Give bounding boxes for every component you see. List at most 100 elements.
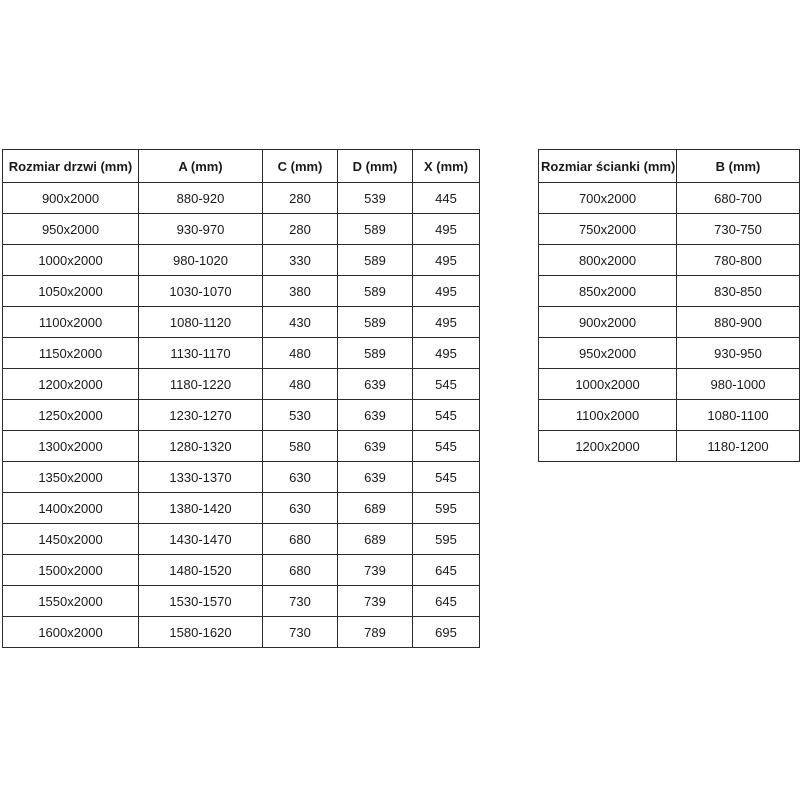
table-cell: 1600x2000 xyxy=(2,616,139,648)
table-cell: 639 xyxy=(337,461,413,493)
table-cell: 1250x2000 xyxy=(2,399,139,431)
table-cell: 545 xyxy=(412,461,480,493)
table-cell: 495 xyxy=(412,244,480,276)
table-cell: 1000x2000 xyxy=(538,368,677,400)
table-row: 1250x2000 1230-1270 530 639 545 xyxy=(2,399,480,431)
table-row: 1200x2000 1180-1220 480 639 545 xyxy=(2,368,480,400)
table-row: 1150x2000 1130-1170 480 589 495 xyxy=(2,337,480,369)
table-cell: 495 xyxy=(412,337,480,369)
table-cell: 850x2000 xyxy=(538,275,677,307)
table-cell: 380 xyxy=(262,275,338,307)
table-cell: 689 xyxy=(337,492,413,524)
table-row: 1350x2000 1330-1370 630 639 545 xyxy=(2,461,480,493)
table-cell: 580 xyxy=(262,430,338,462)
table-cell: 1100x2000 xyxy=(2,306,139,338)
table-cell: 1350x2000 xyxy=(2,461,139,493)
table-cell: 630 xyxy=(262,461,338,493)
table-cell: 880-900 xyxy=(676,306,800,338)
table-cell: 280 xyxy=(262,213,338,245)
table-cell: 589 xyxy=(337,275,413,307)
table-row: 900x2000 880-900 xyxy=(538,306,800,338)
table-cell: 1000x2000 xyxy=(2,244,139,276)
table-cell: 630 xyxy=(262,492,338,524)
table-row: 800x2000 780-800 xyxy=(538,244,800,276)
table-cell: 1230-1270 xyxy=(138,399,263,431)
header-row: Rozmiar ścianki (mm) B (mm) xyxy=(538,149,800,183)
table-cell: 1500x2000 xyxy=(2,554,139,586)
table-cell: 530 xyxy=(262,399,338,431)
table-cell: 1400x2000 xyxy=(2,492,139,524)
table-cell: 480 xyxy=(262,368,338,400)
table-cell: 595 xyxy=(412,523,480,555)
table-cell: 430 xyxy=(262,306,338,338)
table-cell: 680 xyxy=(262,554,338,586)
table-cell: 595 xyxy=(412,492,480,524)
table-row: 1050x2000 1030-1070 380 589 495 xyxy=(2,275,480,307)
table-cell: 950x2000 xyxy=(2,213,139,245)
table-cell: 950x2000 xyxy=(538,337,677,369)
table-cell: 1050x2000 xyxy=(2,275,139,307)
table-cell: 639 xyxy=(337,430,413,462)
table-cell: 739 xyxy=(337,554,413,586)
table-cell: 800x2000 xyxy=(538,244,677,276)
wall-sizes-table: Rozmiar ścianki (mm) B (mm) 700x2000 680-70… xyxy=(538,149,800,462)
table-cell: 700x2000 xyxy=(538,182,677,214)
table-cell: 695 xyxy=(412,616,480,648)
table-cell: 739 xyxy=(337,585,413,617)
table-row: 950x2000 930-950 xyxy=(538,337,800,369)
table-cell: 1430-1470 xyxy=(138,523,263,555)
table-cell: 1550x2000 xyxy=(2,585,139,617)
table-cell: 480 xyxy=(262,337,338,369)
table-cell: 539 xyxy=(337,182,413,214)
table-cell: 545 xyxy=(412,430,480,462)
table-cell: 730 xyxy=(262,616,338,648)
table-cell: 730-750 xyxy=(676,213,800,245)
table-cell: 900x2000 xyxy=(2,182,139,214)
table-cell: 280 xyxy=(262,182,338,214)
table-row: 900x2000 880-920 280 539 445 xyxy=(2,182,480,214)
table-cell: 545 xyxy=(412,399,480,431)
table-cell: 1200x2000 xyxy=(538,430,677,462)
table-cell: 1200x2000 xyxy=(2,368,139,400)
table-cell: 1450x2000 xyxy=(2,523,139,555)
table-row: 1450x2000 1430-1470 680 689 595 xyxy=(2,523,480,555)
table-row: 1500x2000 1480-1520 680 739 645 xyxy=(2,554,480,586)
table-row: 1100x2000 1080-1120 430 589 495 xyxy=(2,306,480,338)
door-sizes-table: Rozmiar drzwi (mm) A (mm) C (mm) D (mm) X (m… xyxy=(2,149,480,648)
table-cell: 689 xyxy=(337,523,413,555)
table-cell: 780-800 xyxy=(676,244,800,276)
table-cell: 980-1000 xyxy=(676,368,800,400)
table-cell: 1330-1370 xyxy=(138,461,263,493)
table-row: 850x2000 830-850 xyxy=(538,275,800,307)
table-cell: 1530-1570 xyxy=(138,585,263,617)
column-header: B (mm) xyxy=(676,149,800,183)
table-cell: 1180-1220 xyxy=(138,368,263,400)
table-cell: 680-700 xyxy=(676,182,800,214)
table-cell: 1580-1620 xyxy=(138,616,263,648)
table-cell: 980-1020 xyxy=(138,244,263,276)
table-cell: 880-920 xyxy=(138,182,263,214)
table-cell: 750x2000 xyxy=(538,213,677,245)
table-cell: 645 xyxy=(412,585,480,617)
table-row: 1000x2000 980-1020 330 589 495 xyxy=(2,244,480,276)
table-cell: 495 xyxy=(412,213,480,245)
column-header: D (mm) xyxy=(337,149,413,183)
table-cell: 789 xyxy=(337,616,413,648)
column-header: X (mm) xyxy=(412,149,480,183)
table-cell: 639 xyxy=(337,399,413,431)
column-header: Rozmiar drzwi (mm) xyxy=(2,149,139,183)
table-row: 1550x2000 1530-1570 730 739 645 xyxy=(2,585,480,617)
table-cell: 645 xyxy=(412,554,480,586)
table-cell: 1080-1100 xyxy=(676,399,800,431)
table-cell: 930-950 xyxy=(676,337,800,369)
table-cell: 930-970 xyxy=(138,213,263,245)
table-cell: 830-850 xyxy=(676,275,800,307)
table-cell: 900x2000 xyxy=(538,306,677,338)
table-row: 1600x2000 1580-1620 730 789 695 xyxy=(2,616,480,648)
table-cell: 1300x2000 xyxy=(2,430,139,462)
table-cell: 639 xyxy=(337,368,413,400)
table-cell: 589 xyxy=(337,244,413,276)
table-row: 1200x2000 1180-1200 xyxy=(538,430,800,462)
table-cell: 1150x2000 xyxy=(2,337,139,369)
